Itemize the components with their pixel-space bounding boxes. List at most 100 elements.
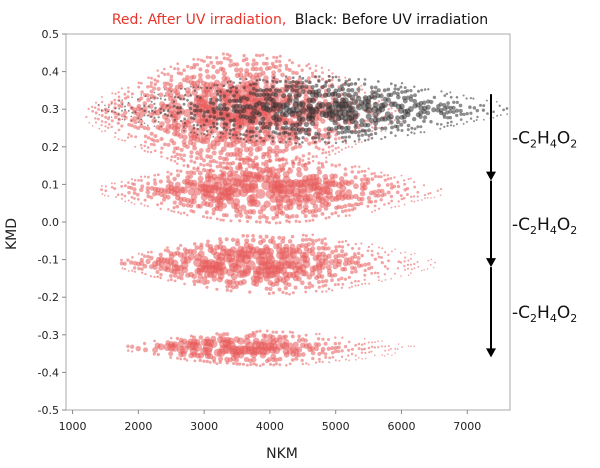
after-uv-point: [211, 150, 217, 156]
before-uv-point: [406, 134, 409, 137]
after-uv-point: [161, 197, 167, 202]
after-uv-point: [183, 282, 186, 286]
after-uv-point: [150, 76, 153, 80]
after-uv-point: [383, 178, 387, 182]
after-uv-point: [226, 79, 234, 87]
before-uv-point: [216, 92, 220, 96]
before-uv-point: [443, 94, 447, 97]
after-uv-point: [218, 240, 224, 245]
before-uv-point: [189, 102, 193, 106]
before-uv-point: [157, 116, 160, 119]
before-uv-point: [188, 106, 193, 111]
after-uv-point: [278, 59, 282, 64]
before-uv-point: [311, 136, 315, 140]
after-uv-point: [158, 92, 164, 98]
after-uv-point: [264, 216, 269, 221]
after-uv-point: [155, 269, 160, 275]
after-uv-point: [175, 336, 180, 341]
after-uv-point: [311, 155, 315, 159]
after-uv-point: [104, 115, 108, 119]
after-uv-point: [94, 101, 98, 104]
after-uv-point: [169, 65, 173, 69]
after-uv-point: [189, 154, 194, 159]
after-uv-point: [218, 155, 223, 161]
before-uv-point: [189, 111, 194, 116]
before-uv-point: [273, 111, 280, 118]
after-uv-point: [277, 68, 282, 73]
before-uv-point: [395, 124, 400, 129]
after-uv-point: [140, 202, 143, 205]
after-uv-point: [355, 260, 361, 265]
before-uv-point: [337, 78, 341, 82]
before-uv-point: [137, 117, 140, 120]
after-uv-point: [272, 55, 276, 59]
after-uv-point: [139, 143, 143, 147]
after-uv-point: [304, 290, 308, 294]
before-uv-point: [234, 90, 239, 94]
after-uv-point: [191, 209, 196, 214]
before-uv-point: [388, 113, 394, 120]
before-uv-point: [399, 122, 404, 127]
after-uv-point: [416, 260, 419, 264]
after-uv-point: [114, 136, 116, 139]
before-uv-point: [344, 135, 348, 139]
after-uv-point: [208, 55, 212, 60]
before-uv-point: [228, 90, 233, 94]
after-uv-point: [350, 246, 355, 250]
before-uv-point: [182, 125, 185, 128]
before-uv-point: [395, 91, 400, 96]
after-uv-point: [302, 251, 309, 259]
after-uv-point: [202, 215, 205, 219]
after-uv-point: [143, 144, 147, 148]
after-uv-point: [251, 331, 256, 335]
after-uv-point: [281, 162, 287, 168]
after-uv-point: [133, 203, 136, 205]
after-uv-point: [266, 357, 272, 362]
after-uv-point: [381, 280, 383, 283]
before-uv-point: [287, 132, 292, 136]
after-uv-point: [378, 279, 380, 282]
after-uv-point: [409, 263, 413, 266]
after-uv-point: [304, 234, 308, 238]
after-uv-point: [231, 62, 237, 67]
after-uv-point: [277, 148, 283, 154]
before-uv-point: [238, 81, 242, 85]
after-uv-point: [420, 199, 423, 201]
after-uv-point: [280, 158, 285, 162]
after-uv-point: [423, 194, 427, 197]
after-uv-point: [175, 204, 180, 209]
after-uv-point: [409, 195, 413, 199]
before-uv-point: [199, 96, 202, 100]
after-uv-point: [320, 240, 324, 245]
after-uv-point: [354, 343, 358, 347]
after-uv-point: [297, 64, 301, 68]
after-uv-point: [197, 175, 204, 182]
before-uv-point: [219, 136, 222, 139]
after-uv-point: [416, 195, 419, 198]
before-uv-point: [232, 133, 235, 137]
before-uv-point: [300, 89, 306, 94]
before-uv-point: [469, 111, 473, 115]
after-uv-point: [315, 177, 323, 185]
after-uv-point: [205, 162, 210, 167]
after-uv-point: [301, 154, 306, 158]
after-uv-point: [137, 81, 141, 85]
after-uv-point: [340, 245, 345, 249]
after-uv-point: [113, 115, 118, 120]
after-uv-point: [264, 234, 269, 239]
after-uv-point: [396, 184, 401, 189]
before-uv-point: [422, 115, 428, 120]
after-uv-point: [316, 128, 322, 133]
before-uv-point: [239, 132, 243, 136]
after-uv-point: [165, 194, 171, 200]
before-uv-point: [343, 82, 348, 86]
after-uv-point: [337, 136, 341, 140]
after-uv-point: [307, 363, 310, 366]
after-uv-point: [307, 157, 311, 161]
before-uv-point: [255, 79, 259, 82]
after-uv-point: [163, 248, 167, 252]
before-uv-point: [203, 133, 206, 136]
before-uv-point: [173, 118, 176, 122]
after-uv-point: [360, 253, 364, 258]
after-uv-point: [91, 125, 94, 127]
